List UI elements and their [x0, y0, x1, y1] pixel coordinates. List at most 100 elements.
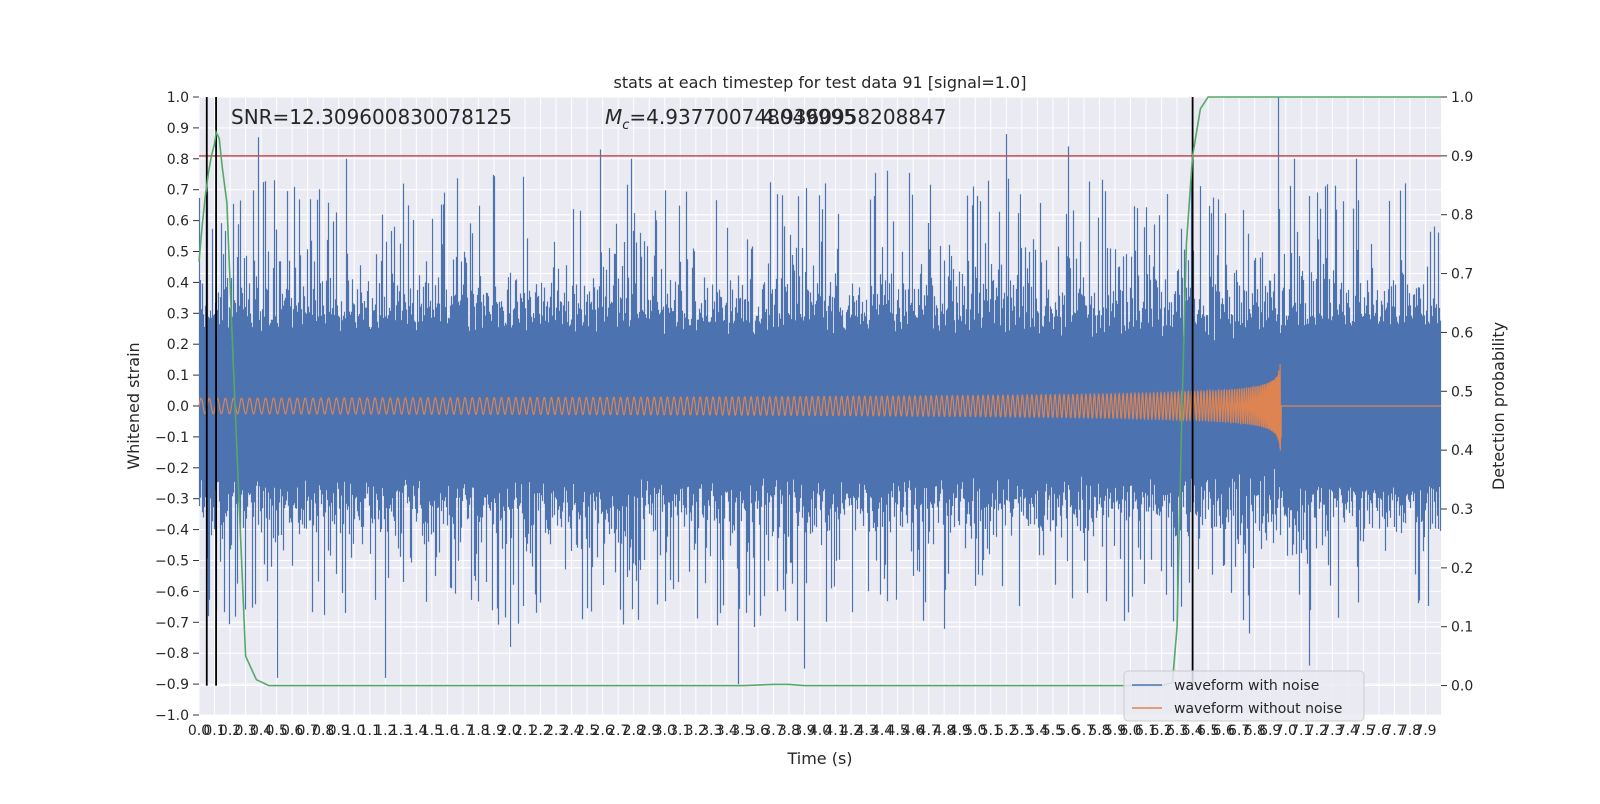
y-tick-label: 0.6 [167, 214, 189, 230]
x-tick-label: 1.2 [374, 723, 396, 739]
series-detection-probability [198, 96, 1441, 687]
x-tick-label: 3.7 [762, 723, 784, 739]
x-tick-label: 3.9 [793, 723, 815, 739]
x-tick-label: 6.2 [1150, 723, 1172, 739]
y-tick-label: −0.1 [155, 430, 189, 446]
y-tick-label: −0.2 [155, 461, 189, 477]
chirp-mass-value-b: 4.9360958208847 [762, 105, 947, 129]
x-axis-label: Time (s) [786, 749, 852, 768]
chirp-mass-symbol: M [605, 105, 622, 129]
x-tick-label: 7.1 [1290, 723, 1312, 739]
x-tick-label: 3.1 [669, 723, 691, 739]
x-tick-label: 2.1 [514, 723, 536, 739]
x-axis-ticks: 0.00.10.20.30.40.50.60.70.80.91.01.11.21… [188, 723, 1437, 739]
y-tick-label: −0.6 [155, 584, 189, 600]
y-tick-label: 0.2 [167, 337, 189, 353]
chirp-mass-annotation: Mc=4.937700748049995 4.9360958208847 [605, 105, 947, 133]
y-tick-label: 0.8 [167, 152, 189, 168]
y-tick-label: −0.4 [155, 523, 189, 539]
y-tick-label: 0.1 [167, 368, 189, 384]
x-tick-label: 5.6 [1057, 723, 1079, 739]
x-tick-label: 7.6 [1368, 723, 1390, 739]
x-tick-label: 4.3 [855, 723, 877, 739]
x-tick-label: 5.9 [1104, 723, 1126, 739]
x-tick-label: 7.0 [1275, 723, 1297, 739]
x-tick-label: 4.9 [949, 723, 971, 739]
x-tick-label: 2.9 [638, 723, 660, 739]
y-tick-label: 0.5 [167, 245, 189, 261]
x-tick-label: 1.0 [343, 723, 365, 739]
x-tick-label: 2.2 [529, 723, 551, 739]
x-tick-label: 3.4 [716, 723, 738, 739]
y-tick-label: −0.8 [155, 646, 189, 662]
y-tick-label: 0.7 [167, 183, 189, 199]
x-tick-label: 7.4 [1337, 723, 1359, 739]
x-tick-label: 3.8 [778, 723, 800, 739]
y2-axis-ticks: 0.0 0.1 0.2 0.3 0.4 0.5 0.6 0.7 0.8 0.9 1.0 [1441, 90, 1473, 695]
x-tick-label: 5.8 [1088, 723, 1110, 739]
x-tick-label: 5.3 [1011, 723, 1033, 739]
x-tick-label: 1.1 [359, 723, 381, 739]
y-axis-ticks: −1.0 −0.9 −0.8 −0.7 −0.6 −0.5 −0.4 −0.3 −0.2 −0.1… [155, 90, 199, 724]
x-tick-label: 4.4 [871, 723, 893, 739]
x-tick-label: 2.4 [560, 723, 582, 739]
x-tick-label: 6.0 [1119, 723, 1141, 739]
x-tick-label: 0.8 [312, 723, 334, 739]
x-tick-label: 6.8 [1244, 723, 1266, 739]
x-tick-label: 6.3 [1166, 723, 1188, 739]
x-tick-label: 7.7 [1383, 723, 1405, 739]
x-tick-label: 0.5 [265, 723, 287, 739]
y-tick-label: −0.9 [155, 677, 189, 693]
x-tick-label: 5.5 [1042, 723, 1064, 739]
x-tick-label: 4.6 [902, 723, 924, 739]
y-tick-label: −0.7 [155, 615, 189, 631]
x-tick-label: 6.1 [1135, 723, 1157, 739]
x-tick-label: 0.9 [328, 723, 350, 739]
x-tick-label: 4.5 [886, 723, 908, 739]
x-tick-label: 5.4 [1026, 723, 1048, 739]
x-tick-label: 6.6 [1213, 723, 1235, 739]
x-tick-label: 5.0 [964, 723, 986, 739]
y-axis-label: Whitened strain [124, 342, 143, 469]
x-tick-label: 6.5 [1197, 723, 1219, 739]
x-tick-label: 4.0 [809, 723, 831, 739]
x-tick-label: 1.7 [452, 723, 474, 739]
x-tick-label: 5.7 [1073, 723, 1095, 739]
chirp-mass-subscript: c [622, 118, 629, 133]
x-tick-label: 3.0 [654, 723, 676, 739]
y2-tick-label: 0.4 [1451, 443, 1473, 459]
chart-title: stats at each timestep for test data 91 … [614, 73, 1027, 92]
x-tick-label: 7.2 [1306, 723, 1328, 739]
x-tick-label: 2.6 [592, 723, 614, 739]
x-tick-label: 1.6 [436, 723, 458, 739]
x-tick-label: 2.0 [498, 723, 520, 739]
x-tick-label: 0.7 [297, 723, 319, 739]
x-tick-label: 4.1 [824, 723, 846, 739]
x-tick-label: 7.5 [1352, 723, 1374, 739]
x-tick-label: 4.7 [918, 723, 940, 739]
x-tick-label: 4.8 [933, 723, 955, 739]
y2-tick-label: 0.9 [1451, 149, 1473, 165]
x-tick-label: 1.5 [421, 723, 443, 739]
x-tick-label: 7.9 [1414, 723, 1436, 739]
x-tick-label: 5.1 [980, 723, 1002, 739]
x-tick-label: 1.3 [390, 723, 412, 739]
x-tick-label: 2.5 [576, 723, 598, 739]
x-tick-label: 2.7 [607, 723, 629, 739]
y2-tick-label: 0.7 [1451, 267, 1473, 283]
legend-label-clean: waveform without noise [1174, 701, 1342, 717]
legend-box [1123, 670, 1365, 722]
x-tick-label: 0.6 [281, 723, 303, 739]
x-tick-label: 7.8 [1399, 723, 1421, 739]
y2-tick-label: 0.5 [1451, 384, 1473, 400]
x-tick-label: 0.3 [234, 723, 256, 739]
x-tick-label: 0.4 [250, 723, 272, 739]
y2-tick-label: 0.0 [1451, 679, 1473, 695]
x-tick-label: 3.3 [700, 723, 722, 739]
legend-label-noise: waveform with noise [1174, 678, 1319, 694]
y2-tick-label: 1.0 [1451, 90, 1473, 106]
x-tick-label: 6.9 [1259, 723, 1281, 739]
y-tick-label: 0.4 [167, 275, 189, 291]
